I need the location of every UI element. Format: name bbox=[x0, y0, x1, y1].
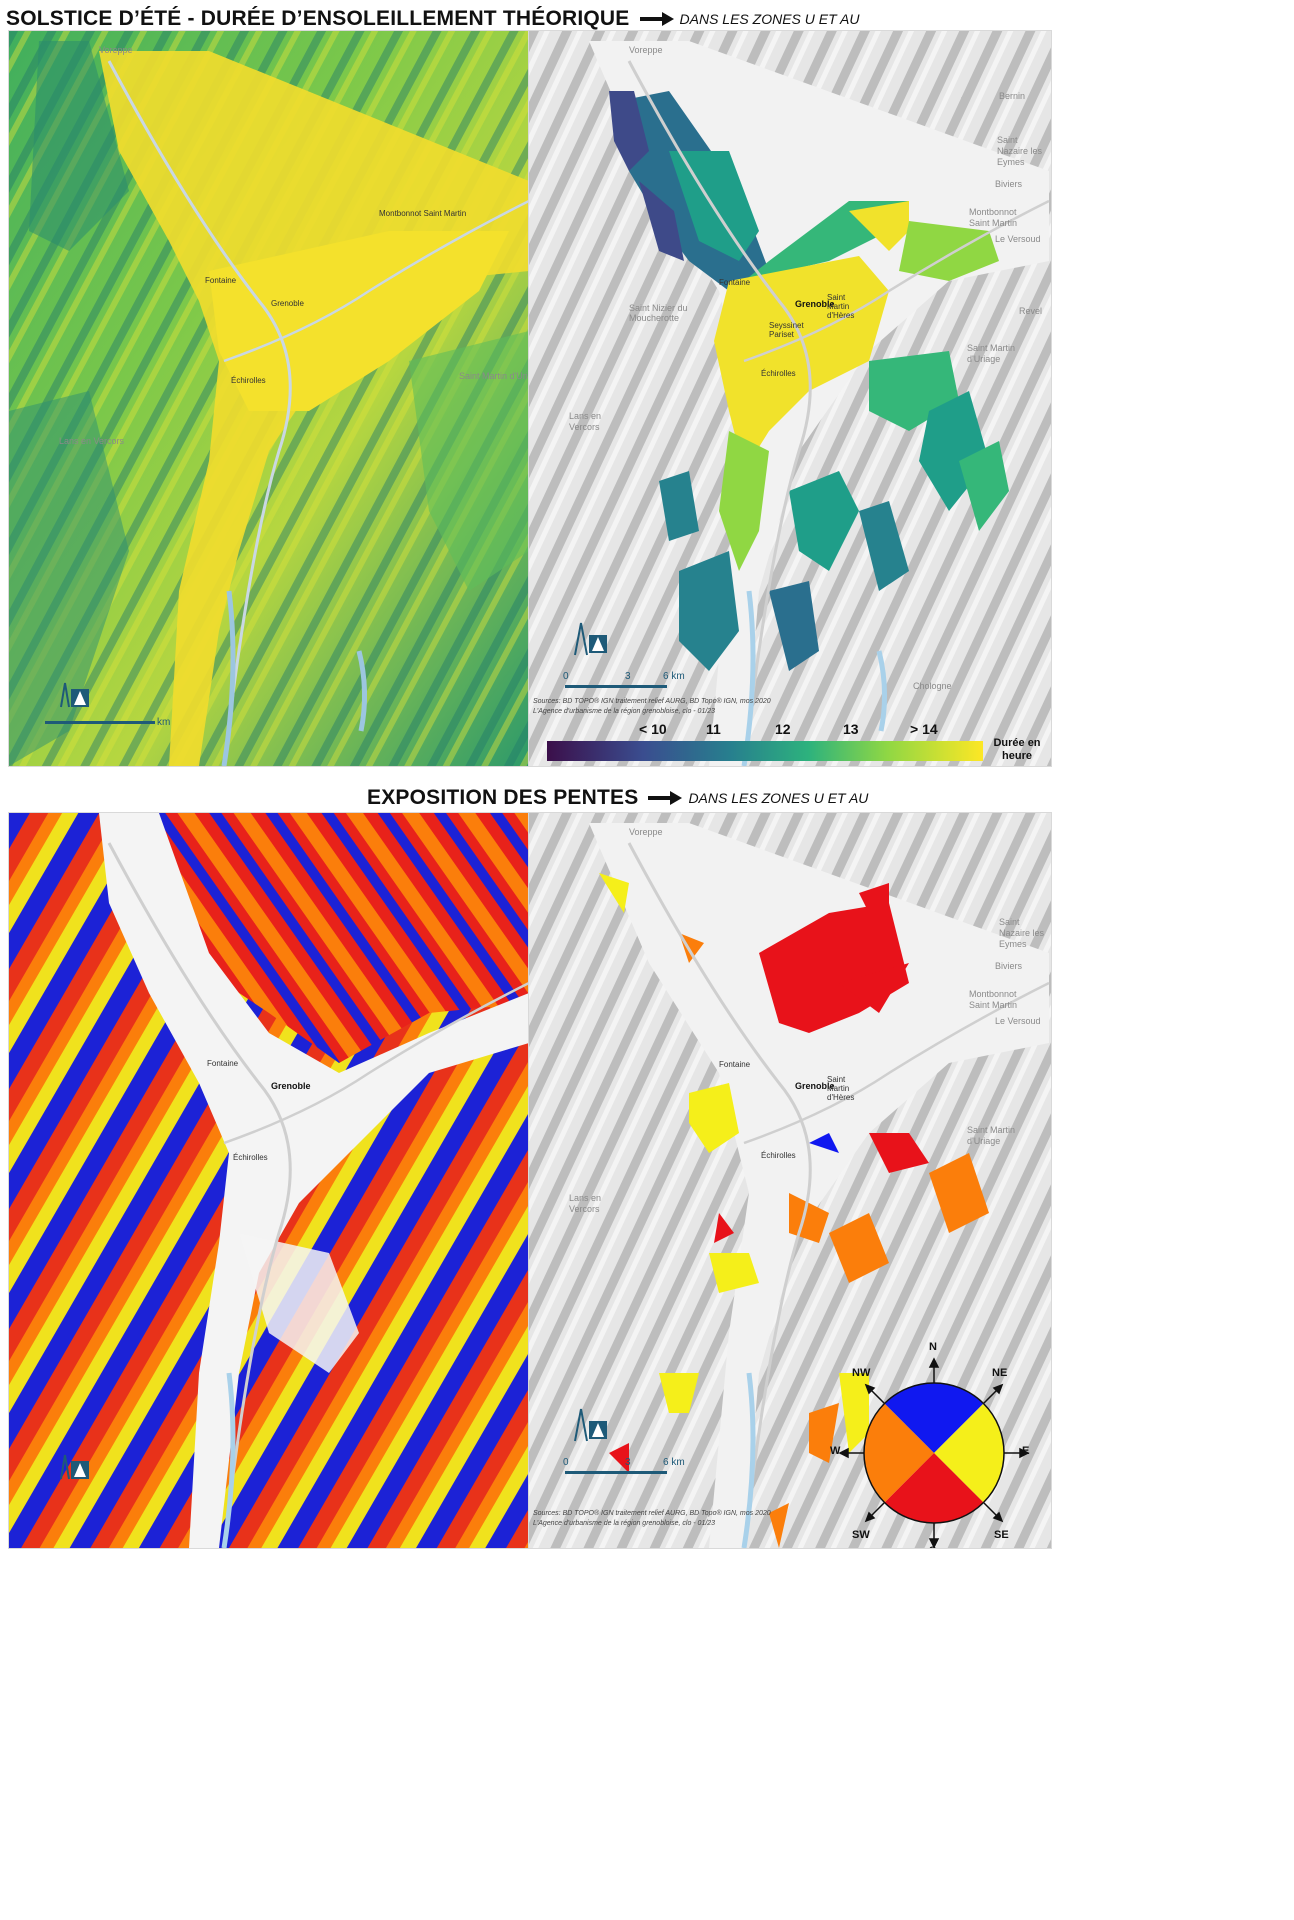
legend-unit: Durée en heure bbox=[993, 737, 1041, 762]
legend-color-ramp bbox=[547, 741, 983, 761]
legend-label-11: 11 bbox=[706, 721, 721, 737]
compass-nw: NW bbox=[852, 1367, 871, 1379]
place-grenoble-4: Grenoble bbox=[795, 1081, 835, 1091]
place-voreppe-2: Voreppe bbox=[629, 45, 663, 55]
scale-zero-4: 0 bbox=[563, 1457, 569, 1468]
place-choisin: Chologne bbox=[913, 681, 952, 691]
place-montbonnot-2: Montbonnot Saint Martin bbox=[969, 207, 1018, 228]
compass-n: N bbox=[929, 1341, 937, 1353]
sources-line2: L'Agence d'urbanisme de la région grenob… bbox=[533, 708, 716, 715]
compass-e: E bbox=[1022, 1445, 1030, 1457]
place-saint-martin-uriage: Saint Martin d'Uriage bbox=[459, 371, 529, 381]
sources-line2-4: L'Agence d'urbanisme de la région grenob… bbox=[533, 1520, 716, 1527]
scale-mid: 3 bbox=[625, 671, 631, 682]
place-montbonnot-4: Montbonnot Saint Martin bbox=[969, 989, 1018, 1010]
section2-header: EXPOSITION DES PENTES DANS LES ZONES U E… bbox=[367, 783, 868, 813]
map-exposure-full: Grenoble Fontaine Échirolles bbox=[8, 812, 530, 1549]
legend-label-13: 13 bbox=[843, 721, 859, 737]
legend-label-12: 12 bbox=[775, 721, 791, 737]
place-biviers: Biviers bbox=[995, 179, 1023, 189]
place-saint-martin-uriage-2: Saint Martin d'Uriage bbox=[967, 343, 1016, 364]
place-lans: Lans en Vercors bbox=[59, 436, 125, 446]
place-fontaine-2: Fontaine bbox=[719, 278, 751, 287]
sources-line1: Sources: BD TOPO® IGN traitement relief … bbox=[533, 698, 771, 705]
sources-text-4: Sources: BD TOPO® IGN traitement relief … bbox=[533, 1509, 793, 1529]
place-voreppe: Voreppe bbox=[99, 45, 133, 55]
section2-subtitle: DANS LES ZONES U ET AU bbox=[688, 790, 869, 806]
arrow-right-icon bbox=[639, 12, 674, 26]
scale-end-4: 6 km bbox=[663, 1457, 685, 1468]
place-biviers-4: Biviers bbox=[995, 961, 1023, 971]
place-montbonnot: Montbonnot Saint Martin bbox=[379, 209, 467, 218]
place-echirolles: Échirolles bbox=[231, 376, 266, 385]
place-echirolles-2: Échirolles bbox=[761, 369, 796, 378]
exposure-compass-legend: N NE E SE S SW W NW bbox=[830, 1341, 1034, 1548]
place-lans-2: Lans en Vercors bbox=[569, 411, 602, 432]
compass-w: W bbox=[830, 1445, 841, 1457]
place-saint-martin-uriage-4: Saint Martin d'Uriage bbox=[967, 1125, 1016, 1146]
section2-title: EXPOSITION DES PENTES bbox=[367, 786, 639, 809]
scale-bar: km bbox=[45, 717, 170, 735]
place-fontaine-4: Fontaine bbox=[719, 1060, 751, 1069]
place-voreppe-4: Voreppe bbox=[629, 827, 663, 837]
section1-subtitle: DANS LES ZONES U ET AU bbox=[679, 11, 860, 27]
place-saint-nazaire: Saint Nazaire les Eymes bbox=[997, 135, 1043, 167]
scale-bar-4: 0 3 6 km bbox=[563, 1457, 693, 1481]
place-grenoble-3: Grenoble bbox=[271, 1081, 311, 1091]
place-echirolles-4: Échirolles bbox=[761, 1151, 796, 1160]
place-fontaine: Fontaine bbox=[205, 276, 237, 285]
place-lans-4: Lans en Vercors bbox=[569, 1193, 602, 1214]
place-echirolles-3: Échirolles bbox=[233, 1153, 268, 1162]
map-sunshine-zones: Voreppe Bernin Saint Nazaire les Eymes B… bbox=[528, 30, 1052, 767]
north-arrow-icon-4 bbox=[569, 1405, 609, 1450]
place-saint-martin-heres: Saint Martin d'Hères bbox=[827, 293, 855, 320]
scale-bar-2: 0 3 6 km bbox=[563, 671, 693, 695]
compass-sw: SW bbox=[852, 1529, 870, 1541]
place-saint-nazaire-4: Saint Nazaire les Eymes bbox=[999, 917, 1045, 949]
place-le-versoud-4: Le Versoud bbox=[995, 1016, 1041, 1026]
place-le-versoud: Le Versoud bbox=[995, 234, 1041, 244]
legend-label-lt10: < 10 bbox=[639, 721, 667, 737]
compass-se: SE bbox=[994, 1529, 1009, 1541]
place-fontaine-3: Fontaine bbox=[207, 1059, 239, 1068]
scale-mid-4: 3 bbox=[625, 1457, 631, 1468]
place-seyssinet: Seyssinet Pariset bbox=[769, 321, 804, 339]
compass-ne: NE bbox=[992, 1367, 1008, 1379]
north-arrow-icon-3 bbox=[55, 1453, 91, 1486]
north-arrow-icon bbox=[55, 681, 91, 714]
north-arrow-icon-2 bbox=[569, 619, 609, 664]
place-grenoble: Grenoble bbox=[271, 299, 304, 308]
compass-s: S bbox=[929, 1545, 936, 1548]
place-grenoble-2: Grenoble bbox=[795, 299, 835, 309]
place-saint-martin-heres-4: Saint Martin d'Hères bbox=[827, 1075, 855, 1102]
scale-end: 6 km bbox=[663, 671, 685, 682]
sources-text: Sources: BD TOPO® IGN traitement relief … bbox=[533, 697, 793, 717]
scale-end-label: km bbox=[157, 717, 171, 728]
section1-header: SOLSTICE D’ÉTÉ - DURÉE D’ENSOLEILLEMENT … bbox=[6, 4, 859, 34]
place-saint-nizier: Saint Nizier du Moucherotte bbox=[629, 303, 688, 323]
map-exposure-zones: Voreppe Saint Nazaire les Eymes Biviers … bbox=[528, 812, 1052, 1549]
scale-zero: 0 bbox=[563, 671, 569, 682]
sources-line1-4: Sources: BD TOPO® IGN traitement relief … bbox=[533, 1510, 771, 1517]
place-bernin: Bernin bbox=[999, 91, 1026, 101]
place-revel: Revel bbox=[1019, 306, 1043, 316]
legend-label-gt14: > 14 bbox=[910, 721, 938, 737]
section1-title: SOLSTICE D’ÉTÉ - DURÉE D’ENSOLEILLEMENT … bbox=[6, 7, 630, 30]
arrow-right-icon-2 bbox=[648, 791, 683, 805]
map-sunshine-full: Voreppe Grenoble Fontaine Échirolles Mon… bbox=[8, 30, 530, 767]
